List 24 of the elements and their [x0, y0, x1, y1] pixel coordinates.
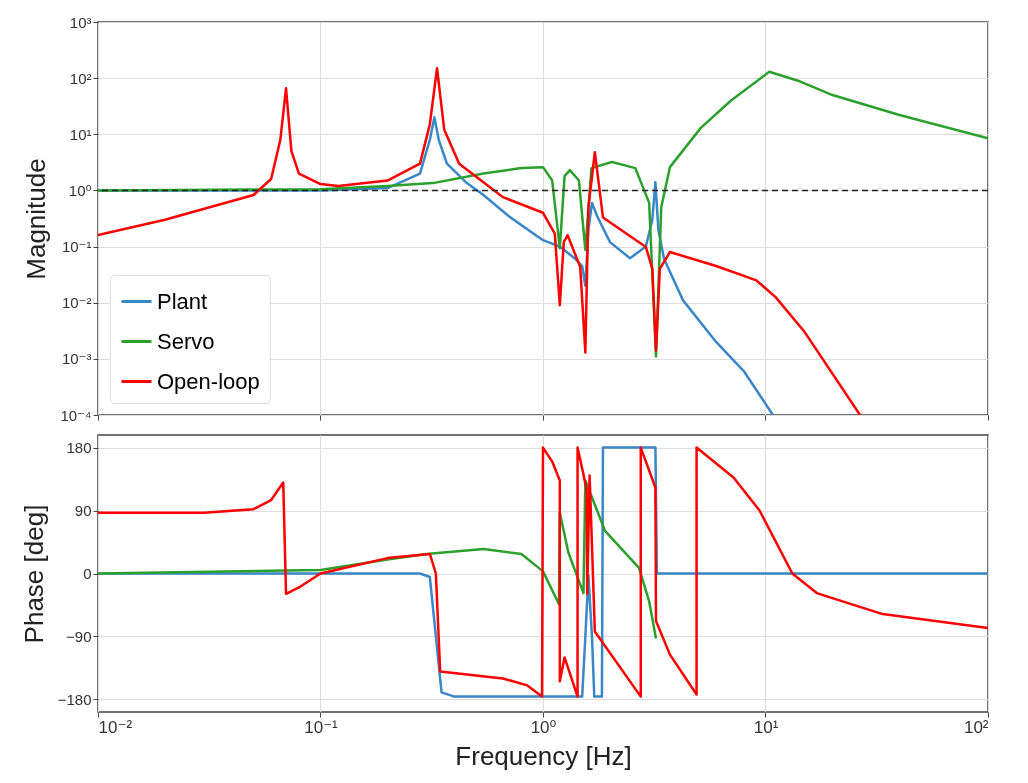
x-tick-label: 10¹ [753, 717, 779, 737]
legend-label: Servo [157, 328, 215, 354]
y-tick-label: 10⁻² [61, 294, 92, 312]
y-tick-label: 10⁻³ [61, 350, 92, 368]
y-tick-label: 10⁰ [68, 181, 92, 199]
legend-label: Open-loop [157, 368, 260, 394]
x-tick-label: 10⁻¹ [304, 717, 339, 737]
y-tick-label: 10³ [69, 13, 92, 31]
y-tick-label: −90 [66, 627, 92, 645]
y-tick-label: 90 [74, 502, 92, 520]
legend-label: Plant [157, 288, 208, 314]
x-axis-title: Frequency [Hz] [455, 740, 632, 771]
x-tick-label: 10⁻² [98, 717, 133, 737]
y-tick-label: 10⁻¹ [61, 238, 92, 256]
y-axis-title: Magnitude [21, 158, 52, 280]
y-tick-label: 10¹ [69, 125, 92, 143]
y-tick-label: 10⁻⁴ [60, 406, 92, 424]
y-axis-title: Phase [deg] [18, 504, 49, 644]
x-tick-label: 10⁰ [530, 717, 557, 737]
y-tick-label: 0 [83, 565, 92, 582]
x-tick-label: 10² [963, 717, 989, 737]
y-tick-label: 180 [66, 439, 92, 457]
y-tick-label: 10² [69, 69, 92, 87]
y-tick-label: −180 [57, 690, 92, 708]
